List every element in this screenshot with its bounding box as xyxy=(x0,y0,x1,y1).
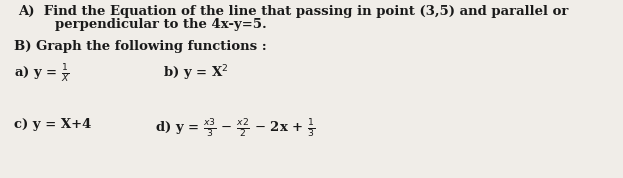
Text: B) Graph the following functions :: B) Graph the following functions : xyxy=(14,40,267,53)
Text: b) y = X$^{2}$: b) y = X$^{2}$ xyxy=(163,63,229,83)
Text: c) y = X+4: c) y = X+4 xyxy=(14,118,92,131)
Text: d) y = $\frac{x3}{3}$ $-$ $\frac{x2}{2}$ $-$ 2x + $\frac{1}{3}$: d) y = $\frac{x3}{3}$ $-$ $\frac{x2}{2}$… xyxy=(155,118,315,140)
Text: a) y = $\frac{1}{X}$: a) y = $\frac{1}{X}$ xyxy=(14,63,70,85)
Text: A)  Find the Equation of the line that passing in point (3,5) and parallel or: A) Find the Equation of the line that pa… xyxy=(18,5,568,18)
Text: perpendicular to the 4x-y=5.: perpendicular to the 4x-y=5. xyxy=(18,18,267,31)
